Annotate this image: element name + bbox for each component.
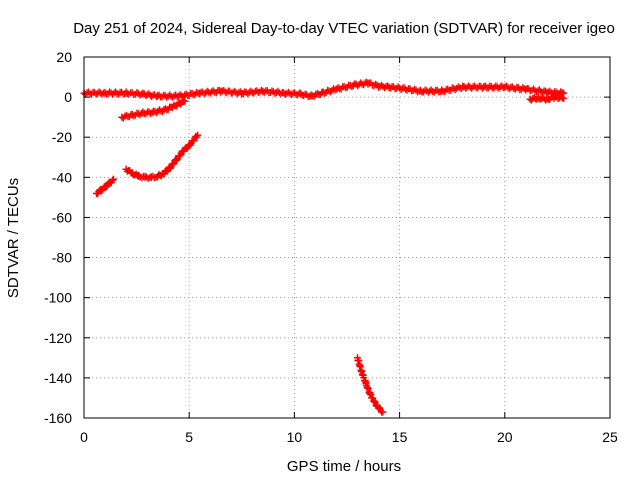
x-axis-label: GPS time / hours (287, 458, 401, 475)
series-lower-arc (118, 97, 189, 122)
data-point (358, 368, 366, 376)
y-tick-label: -120 (44, 330, 72, 346)
data-point (154, 172, 162, 180)
plot-frame (83, 56, 611, 419)
data-point (551, 93, 559, 101)
data-point (297, 90, 305, 98)
data-point (364, 79, 372, 87)
data-point (97, 186, 105, 194)
x-tick-label: 15 (392, 429, 408, 445)
data-point (135, 172, 143, 180)
data-point (375, 82, 383, 90)
data-point (181, 97, 189, 105)
series-layer (80, 78, 568, 416)
y-tick-label: -40 (52, 169, 72, 185)
data-point (93, 189, 101, 197)
data-point (147, 173, 155, 181)
data-point (101, 183, 109, 191)
grid-layer (84, 57, 610, 418)
data-point (560, 94, 568, 102)
data-point (318, 89, 326, 97)
y-tick-label: -20 (52, 129, 72, 145)
data-point (349, 81, 357, 89)
data-point (522, 85, 530, 93)
y-tick-label: 0 (64, 89, 72, 105)
data-point (362, 380, 370, 388)
data-point (354, 354, 362, 362)
data-point (217, 87, 225, 95)
data-point (173, 155, 181, 163)
data-point (259, 87, 267, 95)
data-point (185, 141, 193, 149)
y-tick-label: -160 (44, 410, 72, 426)
data-point (379, 408, 387, 416)
data-point (149, 108, 157, 116)
data-point (173, 101, 181, 109)
y-tick-label: -140 (44, 370, 72, 386)
series-late-cluster (526, 92, 568, 104)
y-tick-label: -100 (44, 290, 72, 306)
data-point (370, 398, 378, 406)
data-point (122, 89, 130, 97)
data-point (101, 89, 109, 97)
data-point (168, 103, 176, 111)
x-tick-label: 0 (80, 429, 88, 445)
data-point (122, 165, 130, 173)
data-point (128, 169, 136, 177)
data-point (118, 113, 126, 121)
data-point (139, 90, 147, 98)
data-point (141, 173, 149, 181)
chart-title: Day 251 of 2024, Sidereal Day-to-day VTE… (73, 20, 615, 37)
data-point (366, 390, 374, 398)
series-early-segment (93, 175, 117, 198)
data-point (459, 83, 467, 91)
series-descent-segment (354, 354, 387, 416)
data-point (128, 111, 136, 119)
data-point (280, 89, 288, 97)
data-point (438, 87, 446, 95)
series-dip-arc (122, 131, 202, 182)
x-tick-label: 25 (602, 429, 618, 445)
data-point (417, 87, 425, 95)
data-point (307, 92, 315, 100)
data-point (543, 95, 551, 103)
data-point (160, 169, 168, 177)
tick-layer: 0 5 10 15 20 25 20 0 -20 -40 -60 -80 -100 -120 -140 -16… (44, 49, 618, 445)
x-tick-label: 5 (185, 429, 193, 445)
y-tick-label: 20 (56, 49, 72, 65)
y-axis-label: SDTVAR / TECUs (5, 178, 22, 298)
data-point (385, 83, 393, 91)
data-point (196, 89, 204, 97)
data-point (105, 179, 113, 187)
data-point (332, 85, 340, 93)
data-point (179, 147, 187, 155)
data-point (166, 163, 174, 171)
data-point (526, 95, 534, 103)
data-point (154, 92, 162, 100)
data-point (139, 109, 147, 117)
data-point (160, 106, 168, 114)
x-tick-label: 10 (287, 429, 303, 445)
x-tick-label: 20 (497, 429, 513, 445)
data-point (396, 84, 404, 92)
data-point (480, 83, 488, 91)
data-point (175, 92, 183, 100)
series-main-track (80, 78, 568, 101)
data-point (194, 131, 202, 139)
data-point (501, 83, 509, 91)
data-point (109, 175, 117, 183)
data-point (375, 404, 383, 412)
data-point (238, 89, 246, 97)
y-tick-label: -80 (52, 250, 72, 266)
data-point (177, 99, 185, 107)
data-point (543, 88, 551, 96)
y-tick-label: -60 (52, 209, 72, 225)
data-point (534, 94, 542, 102)
